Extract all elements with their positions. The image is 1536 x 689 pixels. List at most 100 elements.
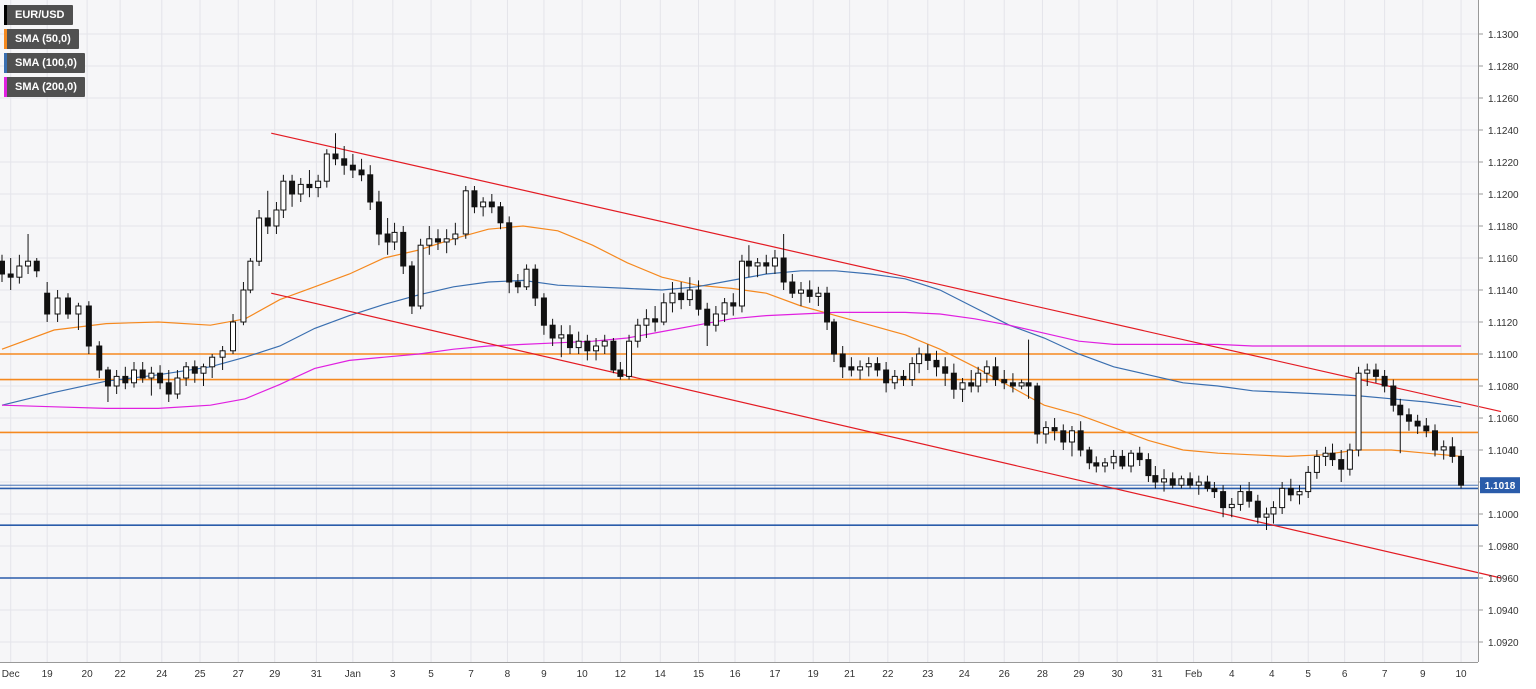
legend-item-sma-50[interactable]: SMA (50,0) — [4, 29, 79, 49]
candle-body — [1145, 459, 1152, 477]
candle-body — [113, 375, 120, 387]
candle-body — [975, 372, 982, 387]
x-tick-label: Dec — [2, 669, 20, 680]
x-tick-label: 5 — [1305, 669, 1311, 680]
y-tick-label: 1.1040 — [1488, 446, 1519, 457]
candle-body — [763, 262, 770, 267]
candle — [0, 254, 5, 282]
legend-item-sma-100[interactable]: SMA (100,0) — [4, 53, 85, 73]
candle-body — [44, 292, 51, 315]
candle — [1279, 482, 1286, 514]
candle-body — [643, 318, 650, 326]
candle-body — [1440, 446, 1447, 451]
candle — [33, 258, 40, 278]
candle — [200, 363, 207, 386]
candle-body — [916, 353, 923, 365]
x-tick-label: 9 — [541, 669, 547, 680]
candle-body — [54, 297, 61, 315]
candle-body — [139, 369, 146, 379]
legend-item-sma-200[interactable]: SMA (200,0) — [4, 77, 85, 97]
candle — [452, 222, 459, 246]
candle-body — [1254, 500, 1261, 518]
candle-body — [678, 292, 685, 301]
x-tick-label: 19 — [42, 669, 54, 680]
candle — [1068, 426, 1075, 457]
candle-body — [1220, 491, 1227, 509]
candle — [540, 293, 547, 335]
candle — [417, 238, 424, 310]
candle-body — [1270, 507, 1277, 515]
candle-body — [462, 190, 469, 235]
candle-body — [426, 238, 433, 246]
candle — [247, 258, 254, 294]
candle-body — [1034, 385, 1041, 435]
candle — [532, 264, 539, 306]
candle-body — [771, 257, 778, 267]
candle-body — [1110, 455, 1117, 464]
candle-body — [1246, 491, 1253, 502]
candle — [1246, 482, 1253, 508]
candle — [96, 341, 103, 378]
candle-body — [1051, 427, 1058, 432]
last-price-badge — [1480, 477, 1520, 494]
candle — [1440, 440, 1447, 460]
candle — [643, 309, 650, 338]
candle-body — [669, 292, 676, 304]
candle-body — [306, 183, 313, 189]
candle-body — [391, 231, 398, 243]
candle-body — [280, 180, 287, 211]
candle — [593, 338, 600, 361]
x-tick-label: 23 — [922, 669, 934, 680]
candle — [1187, 472, 1194, 489]
y-tick-label: 1.1200 — [1488, 190, 1519, 201]
candle-body — [575, 340, 582, 349]
candle — [1161, 469, 1168, 492]
plot-background — [0, 0, 1478, 662]
candle-body — [730, 302, 737, 307]
candle-body — [1296, 491, 1303, 496]
x-tick-label: 28 — [1037, 669, 1049, 680]
candle-body — [497, 206, 504, 224]
x-tick-label: 8 — [505, 669, 511, 680]
x-tick-label: 17 — [769, 669, 781, 680]
y-tick-label: 1.1080 — [1488, 382, 1519, 393]
candle — [566, 325, 573, 354]
candle-body — [909, 363, 916, 381]
candle — [157, 365, 164, 390]
legend: EUR/USD SMA (50,0) SMA (100,0) SMA (200,… — [4, 5, 85, 101]
candle-body — [824, 292, 831, 323]
x-tick-label: 31 — [1152, 669, 1164, 680]
candle-body — [7, 273, 14, 278]
candle — [7, 258, 14, 290]
candle-body — [400, 231, 407, 267]
candle — [75, 302, 82, 330]
candle — [1364, 363, 1371, 386]
candle-body — [1152, 475, 1159, 483]
legend-item-eurusd[interactable]: EUR/USD — [4, 5, 73, 25]
x-tick-label: 27 — [233, 669, 245, 680]
candle — [1018, 379, 1025, 390]
y-tick-label: 1.1220 — [1488, 158, 1519, 169]
candle-body — [626, 340, 633, 377]
candle-body — [745, 260, 752, 267]
candle — [273, 202, 280, 234]
candle-body — [1381, 375, 1388, 387]
y-tick-label: 1.0960 — [1488, 574, 1519, 585]
candle-body — [488, 201, 495, 208]
candle-body — [1346, 449, 1353, 470]
candle-body — [1128, 452, 1135, 467]
candle — [1211, 482, 1218, 498]
candle — [933, 350, 940, 377]
candle — [815, 286, 822, 306]
candle — [497, 202, 504, 230]
candle-body — [815, 292, 822, 297]
candle-body — [686, 289, 693, 301]
candle-body — [992, 366, 999, 381]
candle — [1136, 446, 1143, 466]
candle — [1178, 475, 1185, 489]
candle — [1042, 421, 1049, 444]
candle-body — [601, 340, 608, 347]
candle — [1051, 418, 1058, 441]
candle-body — [1025, 382, 1032, 387]
candle-body — [1423, 425, 1430, 432]
